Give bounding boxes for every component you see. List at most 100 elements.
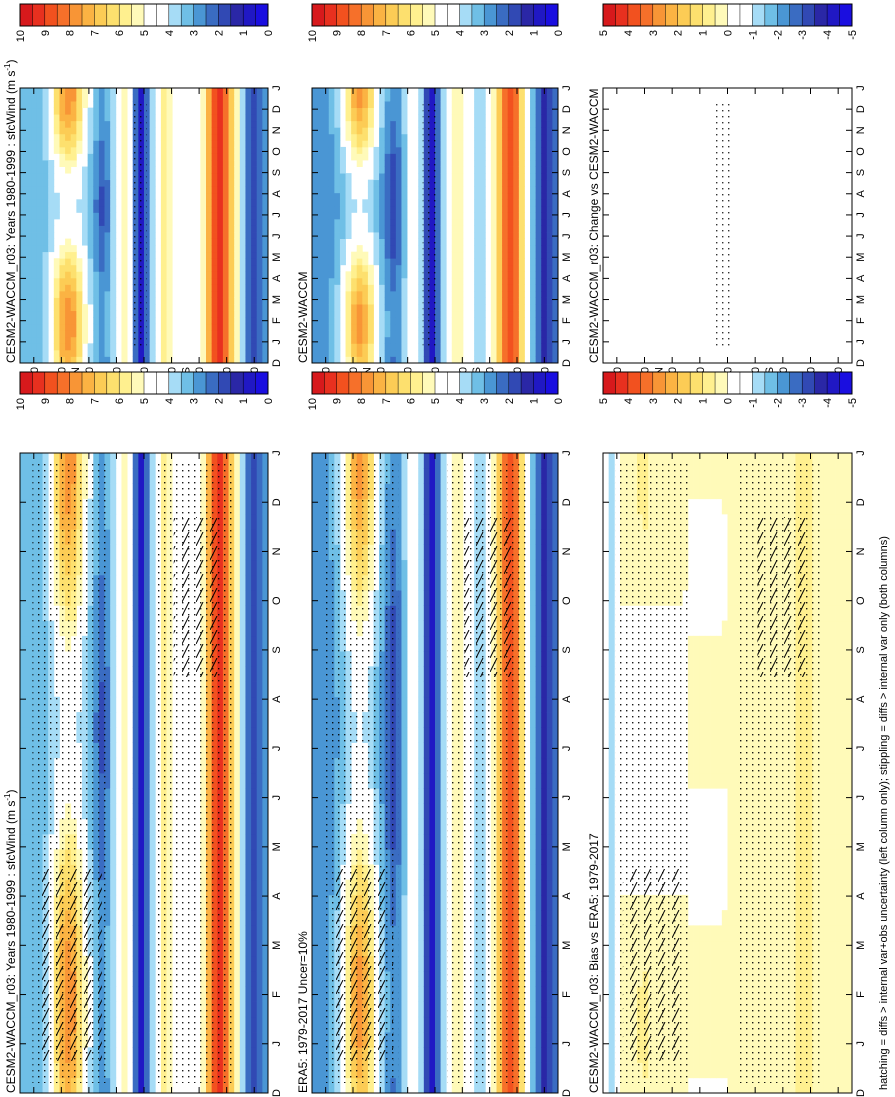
colorbar-cell <box>206 372 219 394</box>
heatmap-cell <box>234 107 241 115</box>
heatmap-cell <box>502 199 509 207</box>
heatmap-cell <box>87 120 94 128</box>
heatmap-cell <box>42 140 49 148</box>
heatmap-cell <box>110 894 117 911</box>
heatmap-cell <box>138 468 145 484</box>
heatmap-cell <box>334 225 341 233</box>
heatmap-cell <box>513 232 520 239</box>
heatmap-cell <box>76 277 83 285</box>
heatmap-cell <box>160 349 167 357</box>
heatmap-cell <box>530 173 537 181</box>
heatmap-cell <box>25 140 32 148</box>
heatmap-cell <box>418 225 425 233</box>
heatmap-cell <box>53 356 60 364</box>
heatmap-cell <box>552 225 559 233</box>
heatmap-cell <box>59 258 66 266</box>
heatmap-cell <box>262 271 269 279</box>
heatmap-cell <box>234 271 241 279</box>
heatmap-cell <box>390 218 397 226</box>
heatmap-cell <box>541 120 548 128</box>
heatmap-cell <box>546 238 553 246</box>
heatmap-cell <box>144 727 151 743</box>
heatmap-cell <box>384 127 391 135</box>
heatmap-cell <box>160 205 167 213</box>
heatmap-cell <box>502 127 509 135</box>
heatmap-cell <box>234 349 241 357</box>
heatmap-cell <box>323 323 330 331</box>
heatmap-cell <box>206 212 213 220</box>
heatmap-cell <box>312 186 318 194</box>
heatmap-cell <box>384 284 391 292</box>
heatmap-cell <box>132 742 139 759</box>
heatmap-cell <box>87 212 94 220</box>
heatmap-cell <box>356 153 363 161</box>
heatmap-cell <box>166 133 173 141</box>
heatmap-cell <box>312 468 318 484</box>
heatmap-cell <box>362 271 369 279</box>
heatmap-cell <box>76 304 83 312</box>
heatmap-cell <box>373 212 380 220</box>
heatmap-cell <box>451 245 458 253</box>
heatmap-cell <box>149 971 156 987</box>
heatmap-cell <box>149 574 156 591</box>
colorbar-cell <box>57 4 70 26</box>
heatmap-cell <box>87 140 94 148</box>
heatmap-cell <box>70 271 77 279</box>
heatmap-cell <box>401 284 408 292</box>
heatmap-cell <box>149 323 156 331</box>
heatmap-cell <box>59 160 66 167</box>
heatmap-cell <box>367 225 374 233</box>
heatmap-cell <box>356 258 363 266</box>
heatmap-cell <box>42 218 49 226</box>
heatmap-cell <box>166 310 173 318</box>
heatmap-cell <box>507 218 514 226</box>
heatmap-cell <box>20 88 27 95</box>
heatmap-cell <box>234 742 241 759</box>
heatmap-cell <box>59 1077 66 1094</box>
heatmap-cell <box>451 107 458 115</box>
heatmap-cell <box>317 544 324 561</box>
heatmap-cell <box>435 101 441 109</box>
heatmap-cell <box>245 1001 252 1018</box>
heatmap-cell <box>144 140 151 148</box>
heatmap-cell <box>440 251 447 259</box>
heatmap-cell <box>25 310 32 318</box>
heatmap-cell <box>546 160 553 167</box>
heatmap-cell <box>31 349 38 357</box>
heatmap-cell <box>479 140 486 148</box>
heatmap-cell <box>312 559 318 576</box>
heatmap-cell <box>132 681 139 698</box>
heatmap-cell <box>256 88 263 95</box>
heatmap-cell <box>429 349 436 357</box>
heatmap-cell <box>262 336 269 344</box>
heatmap-cell <box>535 330 542 338</box>
heatmap-cell <box>312 757 318 774</box>
heatmap-cell <box>25 940 32 957</box>
heatmap-cell <box>256 258 263 266</box>
heatmap-cell <box>312 635 318 652</box>
panel-left-top: DJFMAMJJASONDJ80604020020406080°N°SCESM2… <box>3 450 283 1097</box>
heatmap-cell <box>256 1032 263 1048</box>
heatmap-cell <box>552 199 559 207</box>
colorbar-tick-label: 1 <box>238 30 250 36</box>
heatmap-cell <box>496 238 503 246</box>
heatmap-cell <box>262 833 269 850</box>
heatmap-cell <box>42 179 49 187</box>
heatmap-cell <box>502 356 509 364</box>
heatmap-cell <box>530 258 537 266</box>
heatmap-cell <box>395 284 402 292</box>
heatmap-cell <box>507 120 514 128</box>
heatmap-cell <box>87 199 94 207</box>
heatmap-cell <box>474 277 481 285</box>
heatmap-cell <box>121 271 128 279</box>
heatmap-cell <box>317 218 324 226</box>
heatmap-cell <box>211 101 218 109</box>
heatmap-cell <box>20 620 27 637</box>
heatmap-cell <box>160 212 167 220</box>
heatmap-cell <box>93 232 100 239</box>
heatmap-cell <box>160 304 167 312</box>
heatmap-cell <box>390 271 397 279</box>
heatmap-cell <box>31 94 38 102</box>
colorbar-cell <box>243 4 256 26</box>
colorbar-cell <box>447 4 460 26</box>
